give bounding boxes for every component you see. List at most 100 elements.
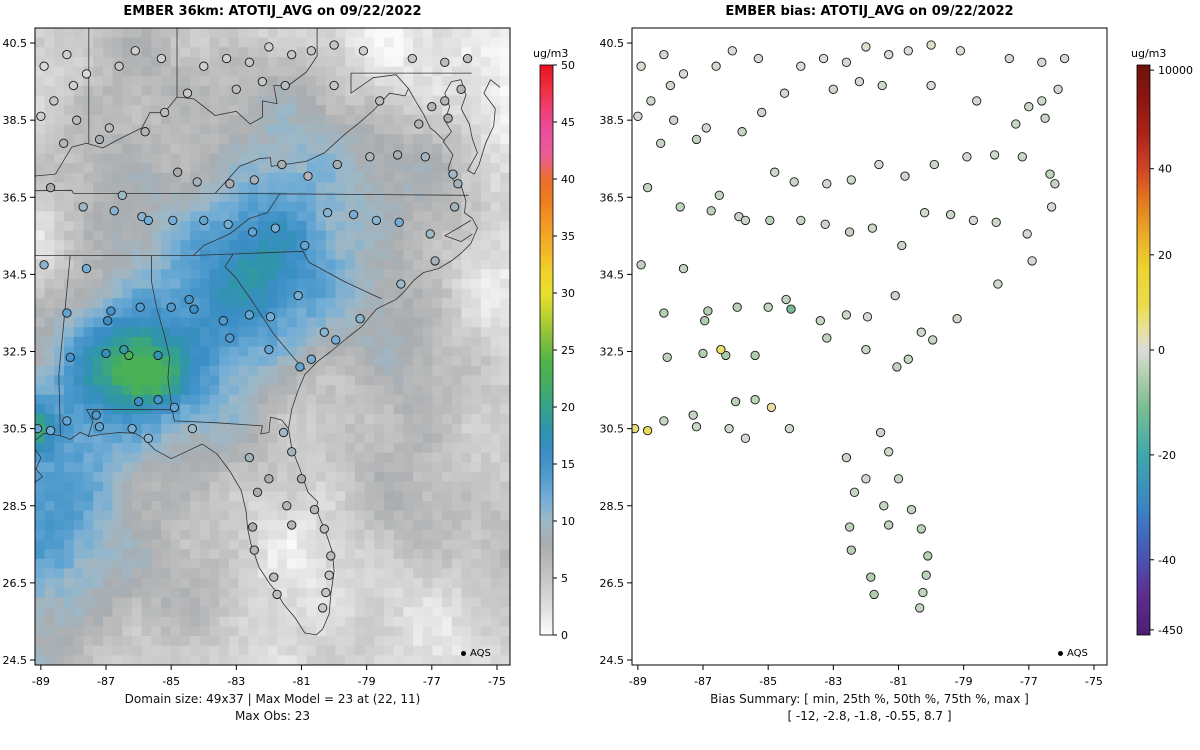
station-point [846, 175, 856, 185]
svg-text:-75: -75 [488, 675, 506, 688]
station-point [296, 474, 307, 484]
station-point [770, 167, 780, 177]
station-point [867, 223, 878, 233]
station-point [101, 348, 111, 359]
station-point [918, 587, 928, 598]
svg-text:15: 15 [561, 458, 575, 471]
station-point [926, 80, 936, 91]
station-point [326, 551, 336, 561]
station-point [1011, 119, 1021, 129]
station-point [265, 312, 276, 322]
station-point [828, 84, 838, 94]
station-point [854, 76, 865, 87]
station-point [371, 215, 382, 226]
svg-text:-87: -87 [97, 675, 115, 688]
station-point [884, 520, 894, 530]
station-point [140, 127, 150, 137]
station-point [247, 522, 258, 532]
station-point [903, 354, 913, 364]
station-point [633, 111, 643, 121]
station-point [257, 76, 268, 87]
station-point [642, 425, 653, 436]
station-point [1017, 152, 1027, 162]
station-point [462, 53, 473, 64]
model-panel-title: EMBER 36km: ATOTIJ_AVG on 09/22/2022 [123, 4, 422, 19]
svg-text:40: 40 [561, 173, 575, 186]
station-point [921, 570, 931, 580]
station-point [133, 396, 144, 407]
station-point [199, 61, 209, 71]
station-point [844, 522, 855, 532]
station-point [711, 61, 721, 71]
model-aqs-legend: AQS [461, 648, 491, 659]
station-point [231, 84, 241, 94]
station-point [49, 96, 59, 106]
station-point [440, 96, 450, 106]
svg-text:34.5: 34.5 [600, 268, 625, 281]
station-point [916, 524, 926, 534]
svg-text:30.5: 30.5 [3, 423, 28, 436]
station-point [1037, 96, 1047, 106]
station-point [94, 422, 105, 432]
station-point [182, 88, 193, 98]
station-point [303, 171, 313, 181]
station-point [348, 209, 359, 220]
svg-text:-89: -89 [32, 675, 50, 688]
svg-text:-79: -79 [358, 675, 376, 688]
station-point [632, 423, 640, 434]
station-point [39, 260, 49, 270]
station-point [394, 217, 404, 227]
station-point [993, 279, 1003, 289]
station-point [392, 150, 403, 160]
station-point [425, 229, 435, 239]
station-point [117, 190, 127, 200]
station-point [841, 57, 852, 67]
station-point [740, 433, 751, 443]
station-point [861, 42, 871, 52]
station-point [636, 61, 646, 71]
station-point [264, 474, 274, 484]
station-point [45, 182, 56, 193]
station-point [659, 416, 669, 426]
svg-text:50: 50 [561, 59, 575, 72]
station-point [127, 423, 137, 434]
station-point [890, 290, 900, 301]
station-point [264, 344, 274, 355]
station-point [247, 227, 258, 237]
svg-text:-81: -81 [293, 675, 311, 688]
station-point [244, 452, 255, 463]
station-point [287, 49, 297, 60]
station-point [443, 113, 453, 123]
svg-text:-81: -81 [890, 675, 908, 688]
svg-text:-75: -75 [1085, 675, 1103, 688]
station-point [407, 53, 417, 64]
svg-text:-77: -77 [423, 675, 441, 688]
station-point [750, 395, 760, 405]
station-point [277, 159, 287, 170]
aqs-legend-label: AQS [470, 648, 491, 659]
svg-text:5: 5 [561, 572, 568, 585]
station-point [1053, 84, 1063, 94]
station-point [642, 182, 653, 193]
station-point [187, 423, 198, 434]
station-point [714, 190, 724, 200]
svg-text:40.5: 40.5 [600, 37, 625, 50]
station-point [822, 179, 832, 189]
svg-text:45: 45 [561, 116, 575, 129]
station-point [130, 46, 140, 56]
station-point [160, 107, 170, 118]
station-point [282, 501, 292, 511]
svg-text:30.5: 30.5 [600, 423, 625, 436]
station-point [153, 395, 163, 405]
station-point [897, 240, 907, 251]
station-point [786, 304, 796, 314]
station-point [225, 333, 235, 343]
svg-text:36.5: 36.5 [600, 191, 625, 204]
station-point [143, 215, 154, 226]
model-raster [35, 28, 510, 665]
station-point [796, 61, 806, 71]
station-point [1027, 256, 1037, 266]
svg-text:28.5: 28.5 [600, 500, 625, 513]
station-point [724, 423, 734, 434]
